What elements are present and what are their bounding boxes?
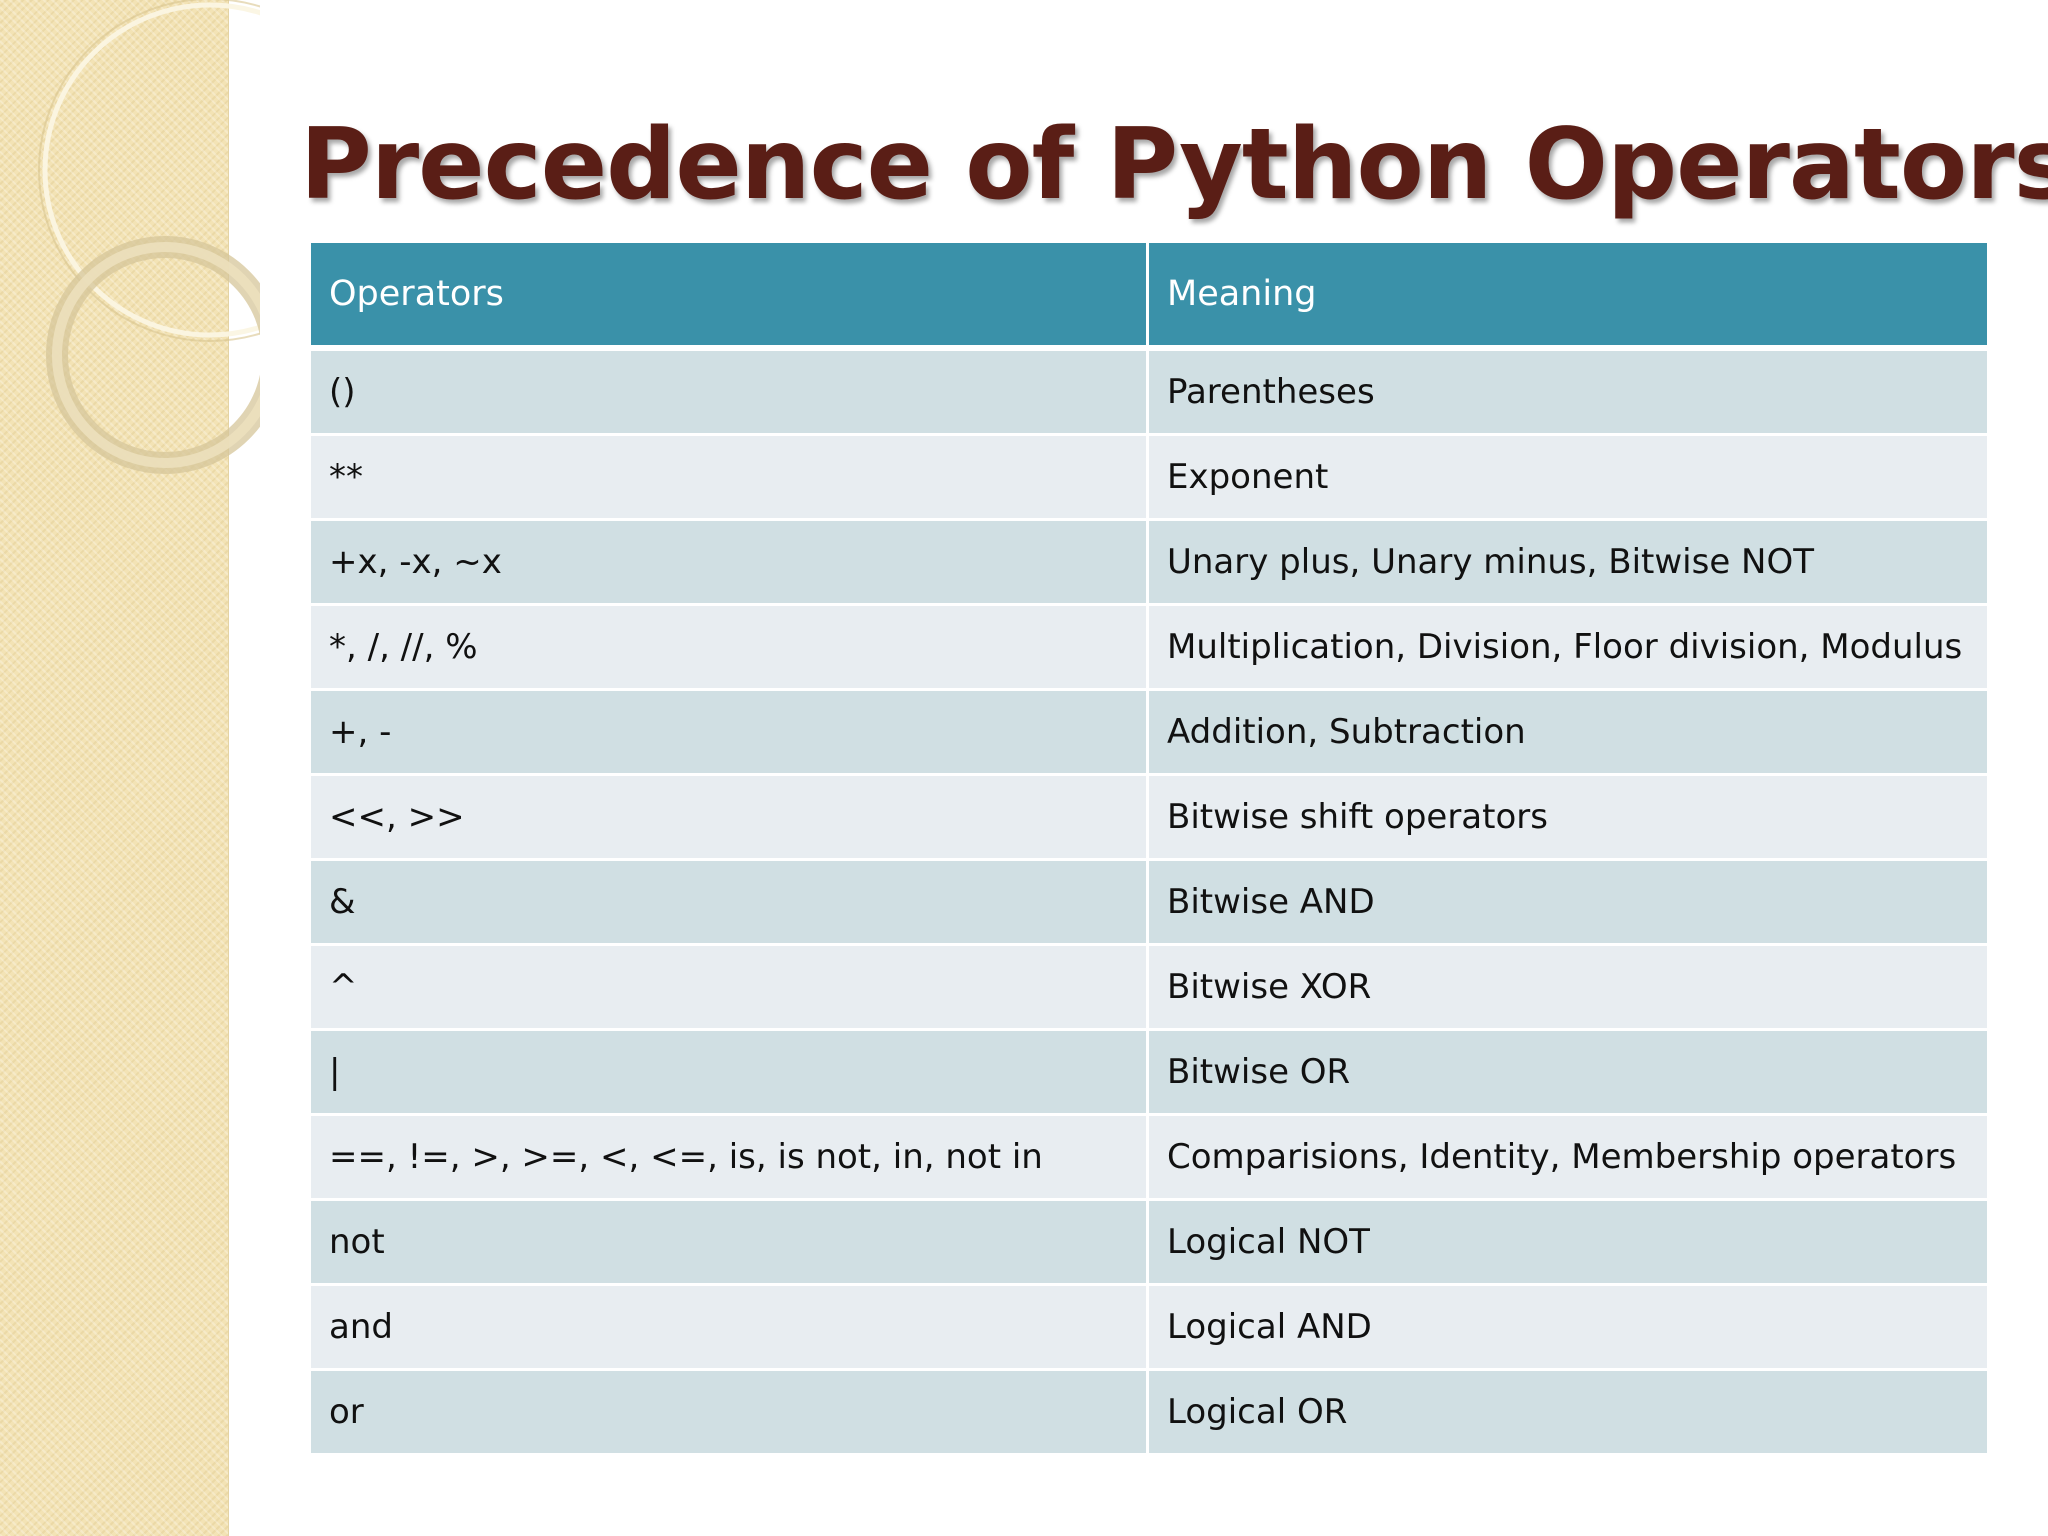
column-header-operators: Operators (308, 240, 1149, 351)
table-row: and Logical AND (308, 1283, 1990, 1371)
operator-cell: & (308, 858, 1149, 946)
table-row: ==, !=, >, >=, <, <=, is, is not, in, no… (308, 1113, 1990, 1201)
operator-cell: | (308, 1028, 1149, 1116)
table-row: or Logical OR (308, 1368, 1990, 1456)
meaning-cell: Addition, Subtraction (1146, 688, 1990, 776)
operator-cell: *, /, //, % (308, 603, 1149, 691)
table-row: ** Exponent (308, 433, 1990, 521)
operator-precedence-table: Operators Meaning () Parentheses ** Expo… (308, 240, 1990, 1456)
table-row: +x, -x, ~x Unary plus, Unary minus, Bitw… (308, 518, 1990, 606)
meaning-cell: Exponent (1146, 433, 1990, 521)
operator-cell: <<, >> (308, 773, 1149, 861)
table-row: () Parentheses (308, 346, 1990, 436)
operator-cell: ==, !=, >, >=, <, <=, is, is not, in, no… (308, 1113, 1149, 1201)
meaning-cell: Multiplication, Division, Floor division… (1146, 603, 1990, 691)
operator-cell: +x, -x, ~x (308, 518, 1149, 606)
meaning-cell: Bitwise OR (1146, 1028, 1990, 1116)
meaning-cell: Parentheses (1146, 346, 1990, 436)
table-row: | Bitwise OR (308, 1028, 1990, 1116)
table-row: not Logical NOT (308, 1198, 1990, 1286)
operator-cell: ** (308, 433, 1149, 521)
meaning-cell: Bitwise AND (1146, 858, 1990, 946)
meaning-cell: Logical NOT (1146, 1198, 1990, 1286)
meaning-cell: Comparisions, Identity, Membership opera… (1146, 1113, 1990, 1201)
meaning-cell: Bitwise XOR (1146, 943, 1990, 1031)
column-header-meaning: Meaning (1146, 240, 1990, 351)
meaning-cell: Unary plus, Unary minus, Bitwise NOT (1146, 518, 1990, 606)
table-row: <<, >> Bitwise shift operators (308, 773, 1990, 861)
operator-cell: +, - (308, 688, 1149, 776)
meaning-cell: Bitwise shift operators (1146, 773, 1990, 861)
operator-cell: () (308, 346, 1149, 436)
meaning-cell: Logical AND (1146, 1283, 1990, 1371)
table-row: *, /, //, % Multiplication, Division, Fl… (308, 603, 1990, 691)
table-row: +, - Addition, Subtraction (308, 688, 1990, 776)
table-row: ^ Bitwise XOR (308, 943, 1990, 1031)
operator-cell: or (308, 1368, 1149, 1456)
table-header-row: Operators Meaning (308, 240, 1990, 351)
operator-cell: and (308, 1283, 1149, 1371)
operator-cell: ^ (308, 943, 1149, 1031)
operator-cell: not (308, 1198, 1149, 1286)
slide-title: Precedence of Python Operators (300, 108, 2048, 222)
meaning-cell: Logical OR (1146, 1368, 1990, 1456)
decorative-rings (38, 0, 260, 474)
table-row: & Bitwise AND (308, 858, 1990, 946)
